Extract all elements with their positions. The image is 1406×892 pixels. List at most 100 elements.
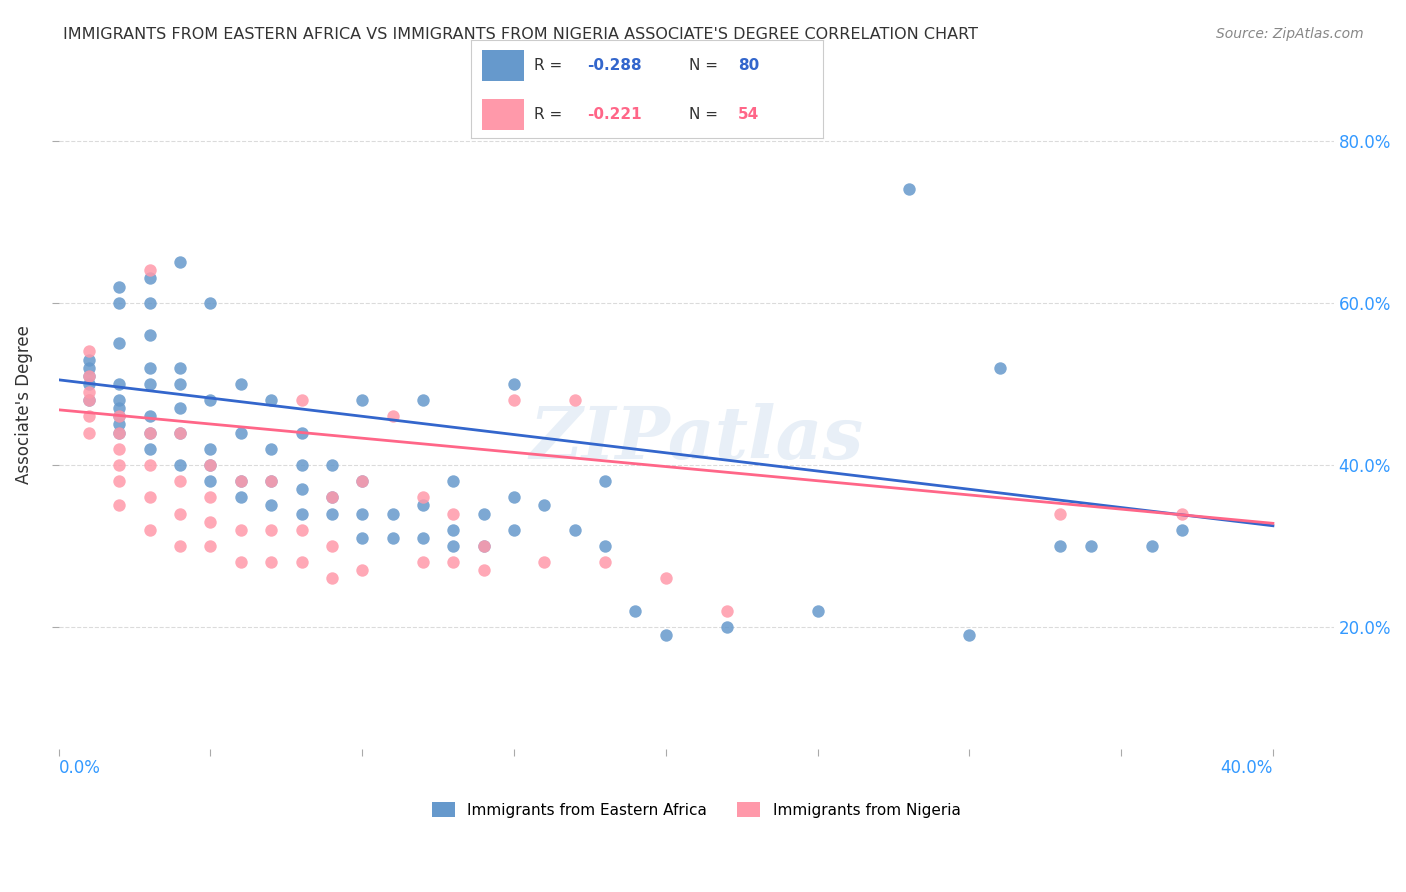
Point: [200, 393, 222, 408]
Point: [290, 425, 312, 440]
Point: [260, 474, 283, 488]
Point: [77, 352, 100, 367]
Point: [321, 539, 343, 553]
Point: [139, 271, 162, 285]
Point: [352, 563, 374, 577]
Text: IMMIGRANTS FROM EASTERN AFRICA VS IMMIGRANTS FROM NIGERIA ASSOCIATE'S DEGREE COR: IMMIGRANTS FROM EASTERN AFRICA VS IMMIGR…: [63, 27, 979, 42]
Point: [988, 360, 1011, 375]
Point: [200, 458, 222, 472]
Point: [441, 474, 464, 488]
Point: [108, 474, 131, 488]
Text: N =: N =: [689, 107, 723, 122]
Point: [139, 360, 162, 375]
Point: [229, 376, 252, 391]
Point: [108, 425, 131, 440]
Point: [593, 474, 616, 488]
Point: [229, 555, 252, 569]
Point: [200, 474, 222, 488]
Point: [412, 491, 434, 505]
Point: [624, 604, 647, 618]
Point: [77, 393, 100, 408]
Point: [169, 401, 191, 416]
Point: [108, 401, 131, 416]
Text: Source: ZipAtlas.com: Source: ZipAtlas.com: [1216, 27, 1364, 41]
Text: 80: 80: [738, 58, 759, 73]
Point: [260, 393, 283, 408]
Point: [139, 409, 162, 424]
Point: [108, 376, 131, 391]
Point: [108, 417, 131, 432]
Point: [593, 539, 616, 553]
Point: [108, 336, 131, 351]
Point: [412, 555, 434, 569]
Text: 54: 54: [738, 107, 759, 122]
Point: [321, 571, 343, 585]
Point: [1171, 507, 1194, 521]
Text: -0.288: -0.288: [588, 58, 641, 73]
Point: [77, 360, 100, 375]
Point: [321, 507, 343, 521]
Point: [716, 620, 738, 634]
Y-axis label: Associate's Degree: Associate's Degree: [15, 325, 32, 483]
Point: [260, 442, 283, 456]
Point: [139, 295, 162, 310]
Point: [441, 539, 464, 553]
Point: [108, 295, 131, 310]
Point: [139, 491, 162, 505]
Point: [1171, 523, 1194, 537]
Point: [169, 539, 191, 553]
Point: [200, 491, 222, 505]
Point: [352, 531, 374, 545]
Point: [655, 571, 678, 585]
Point: [169, 507, 191, 521]
Point: [108, 425, 131, 440]
Point: [169, 474, 191, 488]
Text: -0.221: -0.221: [588, 107, 641, 122]
Point: [108, 458, 131, 472]
Point: [290, 507, 312, 521]
Point: [412, 393, 434, 408]
Point: [1080, 539, 1102, 553]
Point: [229, 523, 252, 537]
Point: [381, 409, 404, 424]
Point: [77, 368, 100, 383]
Text: R =: R =: [534, 58, 568, 73]
Point: [807, 604, 830, 618]
Point: [897, 182, 920, 196]
Point: [957, 628, 980, 642]
Point: [655, 628, 678, 642]
Point: [77, 368, 100, 383]
Point: [139, 458, 162, 472]
Text: 0.0%: 0.0%: [59, 759, 101, 777]
Bar: [482, 99, 524, 130]
Point: [290, 483, 312, 497]
Point: [229, 425, 252, 440]
Point: [200, 539, 222, 553]
Legend: Immigrants from Eastern Africa, Immigrants from Nigeria: Immigrants from Eastern Africa, Immigran…: [426, 796, 966, 823]
Point: [77, 344, 100, 359]
Point: [139, 328, 162, 343]
Point: [441, 507, 464, 521]
Point: [441, 523, 464, 537]
Point: [412, 531, 434, 545]
Point: [412, 499, 434, 513]
Point: [593, 555, 616, 569]
Point: [139, 442, 162, 456]
Point: [381, 507, 404, 521]
Point: [169, 425, 191, 440]
Point: [290, 555, 312, 569]
Point: [169, 255, 191, 269]
Point: [290, 458, 312, 472]
Point: [472, 539, 495, 553]
Point: [108, 409, 131, 424]
Point: [77, 393, 100, 408]
Point: [321, 491, 343, 505]
Point: [472, 563, 495, 577]
Point: [200, 458, 222, 472]
Point: [260, 474, 283, 488]
Point: [169, 360, 191, 375]
Point: [108, 279, 131, 293]
Point: [77, 425, 100, 440]
Point: [290, 393, 312, 408]
Point: [290, 523, 312, 537]
